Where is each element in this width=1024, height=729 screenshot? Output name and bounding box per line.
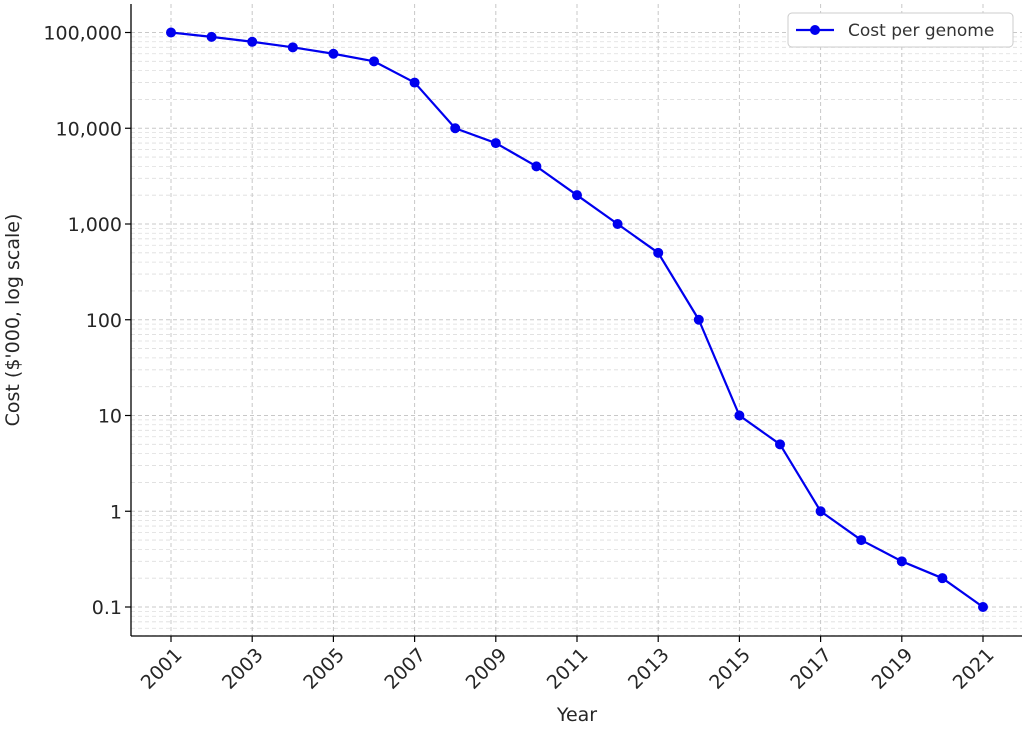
y-tick-label: 1,000	[68, 214, 122, 236]
legend: Cost per genome	[787, 12, 1014, 48]
data-point	[247, 36, 258, 47]
x-tick-label: 2003	[218, 644, 268, 694]
grid	[131, 4, 1022, 637]
x-axis-ticks: 2001 2003 2005 2007 2009 2011 2013 2015 2017 2019…	[137, 636, 999, 694]
data-point	[896, 556, 907, 567]
data-point	[612, 219, 623, 229]
data-point	[653, 247, 664, 258]
x-tick-label: 2001	[137, 644, 187, 694]
data-point	[531, 161, 542, 172]
x-axis-title: Year	[556, 704, 597, 726]
data-point	[450, 123, 461, 134]
data-point	[937, 573, 948, 584]
y-tick-label: 1	[110, 501, 122, 523]
x-tick-label: 2007	[380, 644, 430, 694]
x-tick-label: 2015	[705, 644, 755, 694]
series	[166, 27, 988, 612]
data-point	[328, 48, 339, 59]
y-tick-label: 100,000	[43, 23, 122, 45]
data-point	[490, 138, 501, 149]
x-tick-label: 2009	[462, 644, 512, 694]
data-point	[775, 439, 785, 450]
x-tick-label: 2021	[949, 644, 999, 694]
y-tick-label: 0.1	[92, 597, 122, 619]
x-tick-label: 2005	[299, 644, 349, 694]
y-axis-title: Cost ($'000, log scale)	[2, 214, 24, 427]
legend-frame	[787, 12, 1014, 48]
x-tick-label: 2013	[624, 644, 674, 694]
legend-entry-label: Cost per genome	[848, 21, 994, 41]
data-point	[206, 31, 217, 42]
data-point	[409, 77, 420, 88]
data-point	[693, 314, 704, 325]
legend-marker-swatch	[810, 25, 820, 35]
data-point	[572, 190, 582, 201]
y-tick-label: 10,000	[56, 118, 122, 140]
data-point	[856, 535, 867, 546]
x-tick-label: 2011	[543, 644, 593, 694]
data-point	[166, 27, 176, 38]
x-tick-label: 2017	[786, 644, 836, 694]
x-tick-label: 2019	[868, 644, 918, 694]
data-point	[734, 410, 745, 421]
y-tick-label: 100	[86, 310, 122, 332]
data-point	[815, 506, 826, 517]
y-axis-ticks: 0.1 1 10 100 1,000 10,000 100,000	[43, 23, 131, 619]
data-point	[369, 56, 379, 67]
y-tick-label: 10	[98, 406, 122, 428]
data-point	[287, 42, 298, 53]
data-point	[978, 602, 988, 612]
